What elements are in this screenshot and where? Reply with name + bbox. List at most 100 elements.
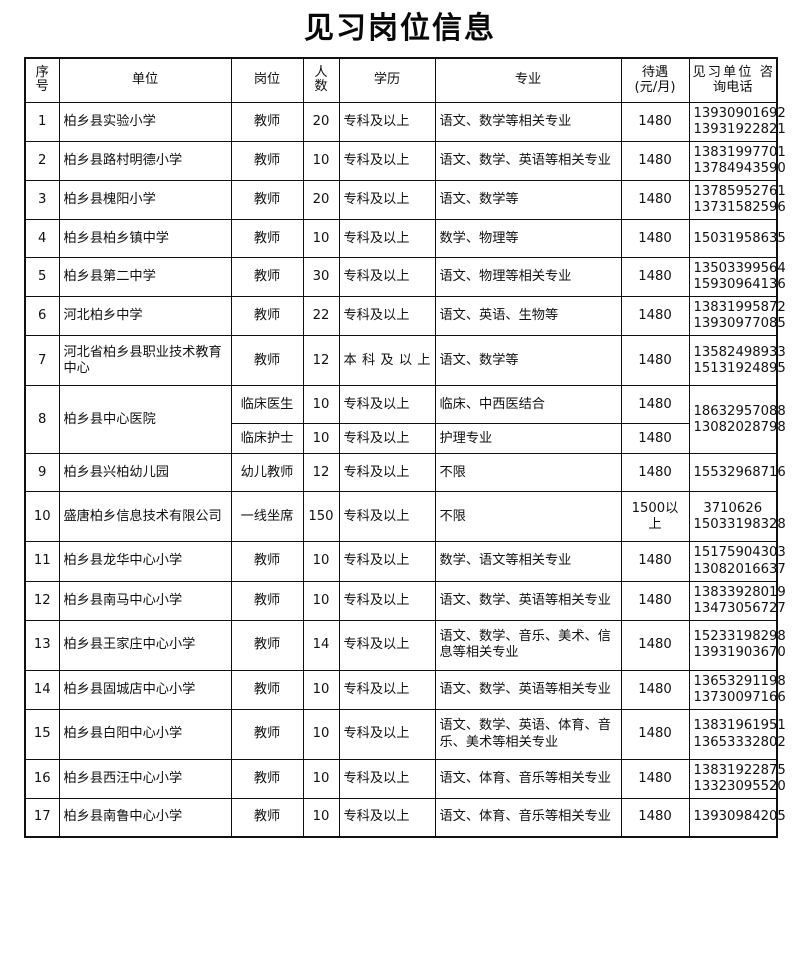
- cell-pay: 1480: [620, 296, 690, 337]
- telephone-number: 18632957088: [693, 403, 786, 419]
- cell-telephone: 13831995872 13930977085: [688, 296, 786, 337]
- cell-telephone: 15233198298 13931903670: [688, 619, 786, 671]
- table-row: 1 柏乡县实验小学 教师 20 专科及以上 语文、数学等相关专业 1480 139309016…: [24, 101, 786, 142]
- cell-pay: 1480: [620, 335, 690, 387]
- cell-post: 教师: [230, 709, 304, 760]
- table-row: 9 柏乡县兴柏幼儿园 幼儿教师 12 专科及以上 不限 1480 15532968716: [24, 453, 786, 493]
- cell-post: 教师: [230, 669, 304, 711]
- cell-post: 教师: [230, 580, 304, 621]
- cell-count: 20: [302, 101, 340, 142]
- table-row: 14 柏乡县固城店中心小学 教师 10 专科及以上 语文、数学、英语等相关专业 1480 13…: [24, 669, 786, 711]
- cell-index: 15: [24, 709, 60, 760]
- table-row: 6 河北柏乡中学 教师 22 专科及以上 语文、英语、生物等 1480 13831995872…: [24, 296, 786, 337]
- cell-major: 语文、数学、英语等相关专业: [434, 580, 622, 621]
- telephone-number: 13785952761: [693, 183, 786, 199]
- cell-education: 专科及以上: [338, 453, 436, 493]
- cell-pay: 1500以上: [620, 491, 690, 543]
- cell-post: 教师: [230, 179, 304, 221]
- table-row: 2 柏乡县路村明德小学 教师 10 专科及以上 语文、数学、英语等相关专业 1480 1383…: [24, 140, 786, 181]
- table-container: 序 号 单位 岗位 人 数 学历 专业 待遇 (元/月): [0, 57, 800, 838]
- cell-index: 14: [24, 669, 60, 711]
- header-tel-line2: 询电话: [712, 80, 753, 96]
- cell-education: 专科及以上: [338, 179, 436, 221]
- cell-post: 临床医生: [230, 385, 304, 425]
- cell-count: 10: [302, 758, 340, 800]
- cell-major: 护理专业: [434, 423, 622, 455]
- cell-education: 专科及以上: [338, 580, 436, 621]
- cell-education: 专科及以上: [338, 101, 436, 142]
- cell-telephone: 13653291198 13730097166: [688, 669, 786, 711]
- cell-post: 教师: [230, 219, 304, 259]
- column-header-education: 学历: [338, 57, 436, 103]
- telephone-number: 13653332802: [693, 734, 786, 750]
- telephone-number: 13831997701: [693, 144, 786, 160]
- cell-post: 幼儿教师: [230, 453, 304, 493]
- cell-telephone: 13833928019 13473056727: [688, 580, 786, 621]
- cell-major: 语文、数学、英语等相关专业: [434, 140, 622, 181]
- cell-unit: 柏乡县南鲁中心小学: [58, 798, 232, 838]
- table-header: 序 号 单位 岗位 人 数 学历 专业 待遇 (元/月): [24, 57, 778, 103]
- cell-index: 6: [24, 296, 60, 337]
- cell-index: 12: [24, 580, 60, 621]
- column-header-index: 序 号: [24, 57, 60, 103]
- cell-major: 数学、物理等: [434, 219, 622, 259]
- cell-index: 9: [24, 453, 60, 493]
- cell-unit: 柏乡县固城店中心小学: [58, 669, 232, 711]
- table-row: 临床护士 10 专科及以上 护理专业 1480: [25, 423, 777, 455]
- page-title: 见习岗位信息: [304, 11, 496, 46]
- cell-post: 教师: [230, 758, 304, 800]
- cell-count: 10: [302, 709, 340, 760]
- cell-index: 4: [24, 219, 60, 259]
- cell-pay: 1480: [620, 140, 690, 181]
- cell-unit: 柏乡县白阳中心小学: [58, 709, 232, 760]
- header-pay-line2: (元/月): [634, 80, 676, 96]
- cell-unit: 柏乡县西汪中心小学: [58, 758, 232, 800]
- table-row: 10 盛唐柏乡信息技术有限公司 一线坐席 150 专科及以上 不限 1500以上 371062…: [24, 491, 786, 543]
- telephone-number: 13831961951: [693, 718, 786, 734]
- cell-pay: 1480: [620, 179, 690, 221]
- telephone-number: 13833928019: [693, 584, 786, 600]
- header-index-line1: 序: [35, 65, 49, 81]
- cell-count: 10: [302, 580, 340, 621]
- table-row: 7 河北省柏乡县职业技术教育中心 教师 12 本科及以上 语文、数学等 1480 135824…: [24, 335, 786, 387]
- cell-pay: 1480: [620, 580, 690, 621]
- cell-major: 不限: [434, 453, 622, 493]
- telephone-number: 15930964136: [693, 277, 786, 293]
- cell-unit: 柏乡县中心医院: [58, 385, 232, 455]
- cell-unit: 柏乡县兴柏幼儿园: [58, 453, 232, 493]
- cell-index: 1: [24, 101, 60, 142]
- table-row: 16 柏乡县西汪中心小学 教师 10 专科及以上 语文、体育、音乐等相关专业 1480 138…: [24, 758, 786, 800]
- cell-post: 教师: [230, 335, 304, 387]
- telephone-number: 13730097166: [693, 689, 786, 705]
- table-row: 8 柏乡县中心医院 临床医生 10 专科及以上 临床、中西医结合 1480 186329570…: [24, 385, 786, 455]
- table-row: 13 柏乡县王家庄中心小学 教师 14 专科及以上 语文、数学、音乐、美术、信息等相关专业…: [24, 619, 786, 671]
- cell-telephone: 13582498933 15131924895: [688, 335, 786, 387]
- cell-education: 本科及以上: [338, 335, 436, 387]
- column-header-unit: 单位: [58, 57, 232, 103]
- cell-education: 专科及以上: [338, 423, 436, 455]
- cell-index: 2: [24, 140, 60, 181]
- table-row: 11 柏乡县龙华中心小学 教师 10 专科及以上 数学、语文等相关专业 1480 151759…: [24, 541, 786, 582]
- telephone-number: 13653291198: [693, 673, 786, 689]
- cell-unit: 柏乡县龙华中心小学: [58, 541, 232, 582]
- cell-pay: 1480: [620, 101, 690, 142]
- cell-index: 17: [24, 798, 60, 838]
- cell-count: 10: [302, 541, 340, 582]
- cell-post: 教师: [230, 541, 304, 582]
- telephone-number: 13082028798: [693, 419, 786, 435]
- cell-count: 22: [302, 296, 340, 337]
- cell-telephone: 13785952761 13731582596: [688, 179, 786, 221]
- cell-count: 10: [302, 140, 340, 181]
- cell-education: 专科及以上: [338, 758, 436, 800]
- cell-major: 数学、语文等相关专业: [434, 541, 622, 582]
- cell-major: 语文、体育、音乐等相关专业: [434, 758, 622, 800]
- cell-pay: 1480: [620, 257, 690, 298]
- cell-post: 一线坐席: [230, 491, 304, 543]
- cell-telephone: 15031958635: [688, 219, 786, 259]
- table-row: 12 柏乡县南马中心小学 教师 10 专科及以上 语文、数学、英语等相关专业 1480 138…: [24, 580, 786, 621]
- cell-post: 教师: [230, 296, 304, 337]
- telephone-number: 13784943590: [693, 160, 786, 176]
- cell-education: 专科及以上: [338, 669, 436, 711]
- cell-education: 专科及以上: [338, 296, 436, 337]
- cell-telephone: 13831922875 13323095520: [688, 758, 786, 800]
